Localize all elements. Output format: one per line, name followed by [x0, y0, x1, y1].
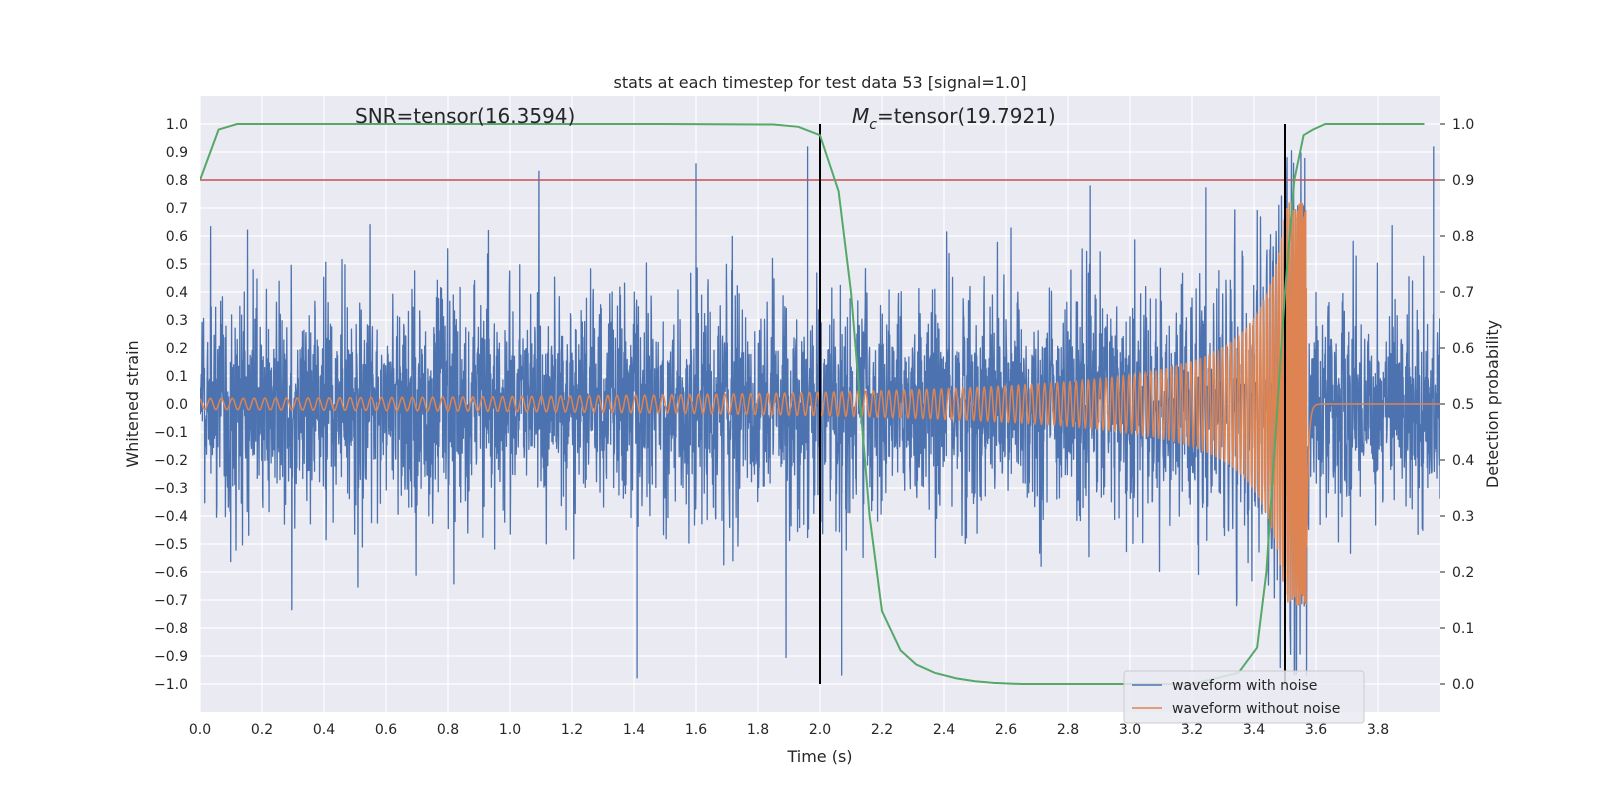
x-tick-label: 2.4	[933, 722, 955, 738]
y-axis-ticks: 1.0 0.9 0.8 0.7 0.6 0.5 0.4 0.3 0.2 0.1 0.0 −0.1 −0.…	[154, 117, 188, 693]
y2-tick-label: 0.9	[1452, 173, 1474, 189]
y-tick-label: 0.0	[166, 397, 188, 413]
y-tick-label: −0.6	[154, 565, 188, 581]
x-tick-label: 1.0	[499, 722, 521, 738]
x-tick-label: 3.0	[1119, 722, 1141, 738]
legend-label-clean: waveform without noise	[1172, 701, 1340, 717]
x-tick-label: 3.4	[1243, 722, 1265, 738]
y-tick-label: 0.5	[166, 257, 188, 273]
series-layer	[200, 123, 1440, 685]
y2-axis-label: Detection probability	[1483, 320, 1502, 488]
x-axis-ticks: 0.0 0.2 0.4 0.6 0.8 1.0 1.2 1.4 1.6 1.8 2.0 2.2 2.4 2…	[189, 722, 1389, 738]
y2-tick-label: 0.7	[1452, 285, 1474, 301]
x-tick-label: 3.8	[1367, 722, 1389, 738]
chirp-mass-symbol: M	[852, 104, 869, 128]
legend: waveform with noise waveform without noi…	[1123, 670, 1365, 724]
y-tick-label: −0.8	[154, 621, 188, 637]
x-tick-label: 0.2	[251, 722, 273, 738]
x-tick-label: 1.4	[623, 722, 645, 738]
x-tick-label: 2.8	[1057, 722, 1079, 738]
y-tick-label: −1.0	[154, 677, 188, 693]
y2-tick-label: 0.5	[1452, 397, 1474, 413]
chirp-mass-annotation: Mc=tensor(19.7921)	[852, 104, 1056, 133]
x-tick-label: 0.6	[375, 722, 397, 738]
x-tick-label: 2.2	[871, 722, 893, 738]
y-tick-label: −0.3	[154, 481, 188, 497]
y-axis-label: Whitened strain	[123, 340, 142, 467]
x-axis-label: Time (s)	[786, 747, 852, 766]
x-tick-label: 1.8	[747, 722, 769, 738]
x-tick-label: 3.6	[1305, 722, 1327, 738]
y2-axis-ticks: 1.0 0.9 0.8 0.7 0.6 0.5 0.4 0.3 0.2 0.1 0.0	[1440, 117, 1474, 693]
x-tick-label: 1.2	[561, 722, 583, 738]
y-tick-label: 0.7	[166, 201, 188, 217]
detection-probability-line	[200, 123, 1425, 685]
y2-tick-label: 1.0	[1452, 117, 1474, 133]
y-tick-label: 0.9	[166, 145, 188, 161]
x-tick-label: 0.8	[437, 722, 459, 738]
chart-title: stats at each timestep for test data 53 …	[614, 73, 1027, 92]
y2-tick-label: 0.1	[1452, 621, 1474, 637]
x-tick-label: 2.6	[995, 722, 1017, 738]
x-tick-label: 0.0	[189, 722, 211, 738]
x-tick-label: 2.0	[809, 722, 831, 738]
y-tick-label: −0.5	[154, 537, 188, 553]
y2-tick-label: 0.4	[1452, 453, 1474, 469]
y-tick-label: 1.0	[166, 117, 188, 133]
y-tick-label: −0.1	[154, 425, 188, 441]
y-tick-label: −0.4	[154, 509, 188, 525]
y2-tick-label: 0.2	[1452, 565, 1474, 581]
x-tick-label: 3.2	[1181, 722, 1203, 738]
chirp-mass-value: =tensor(19.7921)	[877, 104, 1056, 128]
y2-tick-label: 0.0	[1452, 677, 1474, 693]
chirp-mass-subscript: c	[869, 117, 877, 133]
legend-label-noise: waveform with noise	[1172, 678, 1317, 694]
y2-tick-label: 0.8	[1452, 229, 1474, 245]
y-tick-label: −0.9	[154, 649, 188, 665]
y-tick-label: 0.2	[166, 341, 188, 357]
x-tick-label: 1.6	[685, 722, 707, 738]
snr-annotation: SNR=tensor(16.3594)	[355, 104, 575, 128]
y-tick-label: 0.6	[166, 229, 188, 245]
legend-box	[1123, 670, 1365, 724]
y-tick-label: −0.7	[154, 593, 188, 609]
y-tick-label: 0.8	[166, 173, 188, 189]
y-tick-label: 0.1	[166, 369, 188, 385]
y-tick-label: 0.4	[166, 285, 188, 301]
y2-tick-label: 0.3	[1452, 509, 1474, 525]
y-tick-label: 0.3	[166, 313, 188, 329]
y2-tick-label: 0.6	[1452, 341, 1474, 357]
y-tick-label: −0.2	[154, 453, 188, 469]
x-tick-label: 0.4	[313, 722, 335, 738]
